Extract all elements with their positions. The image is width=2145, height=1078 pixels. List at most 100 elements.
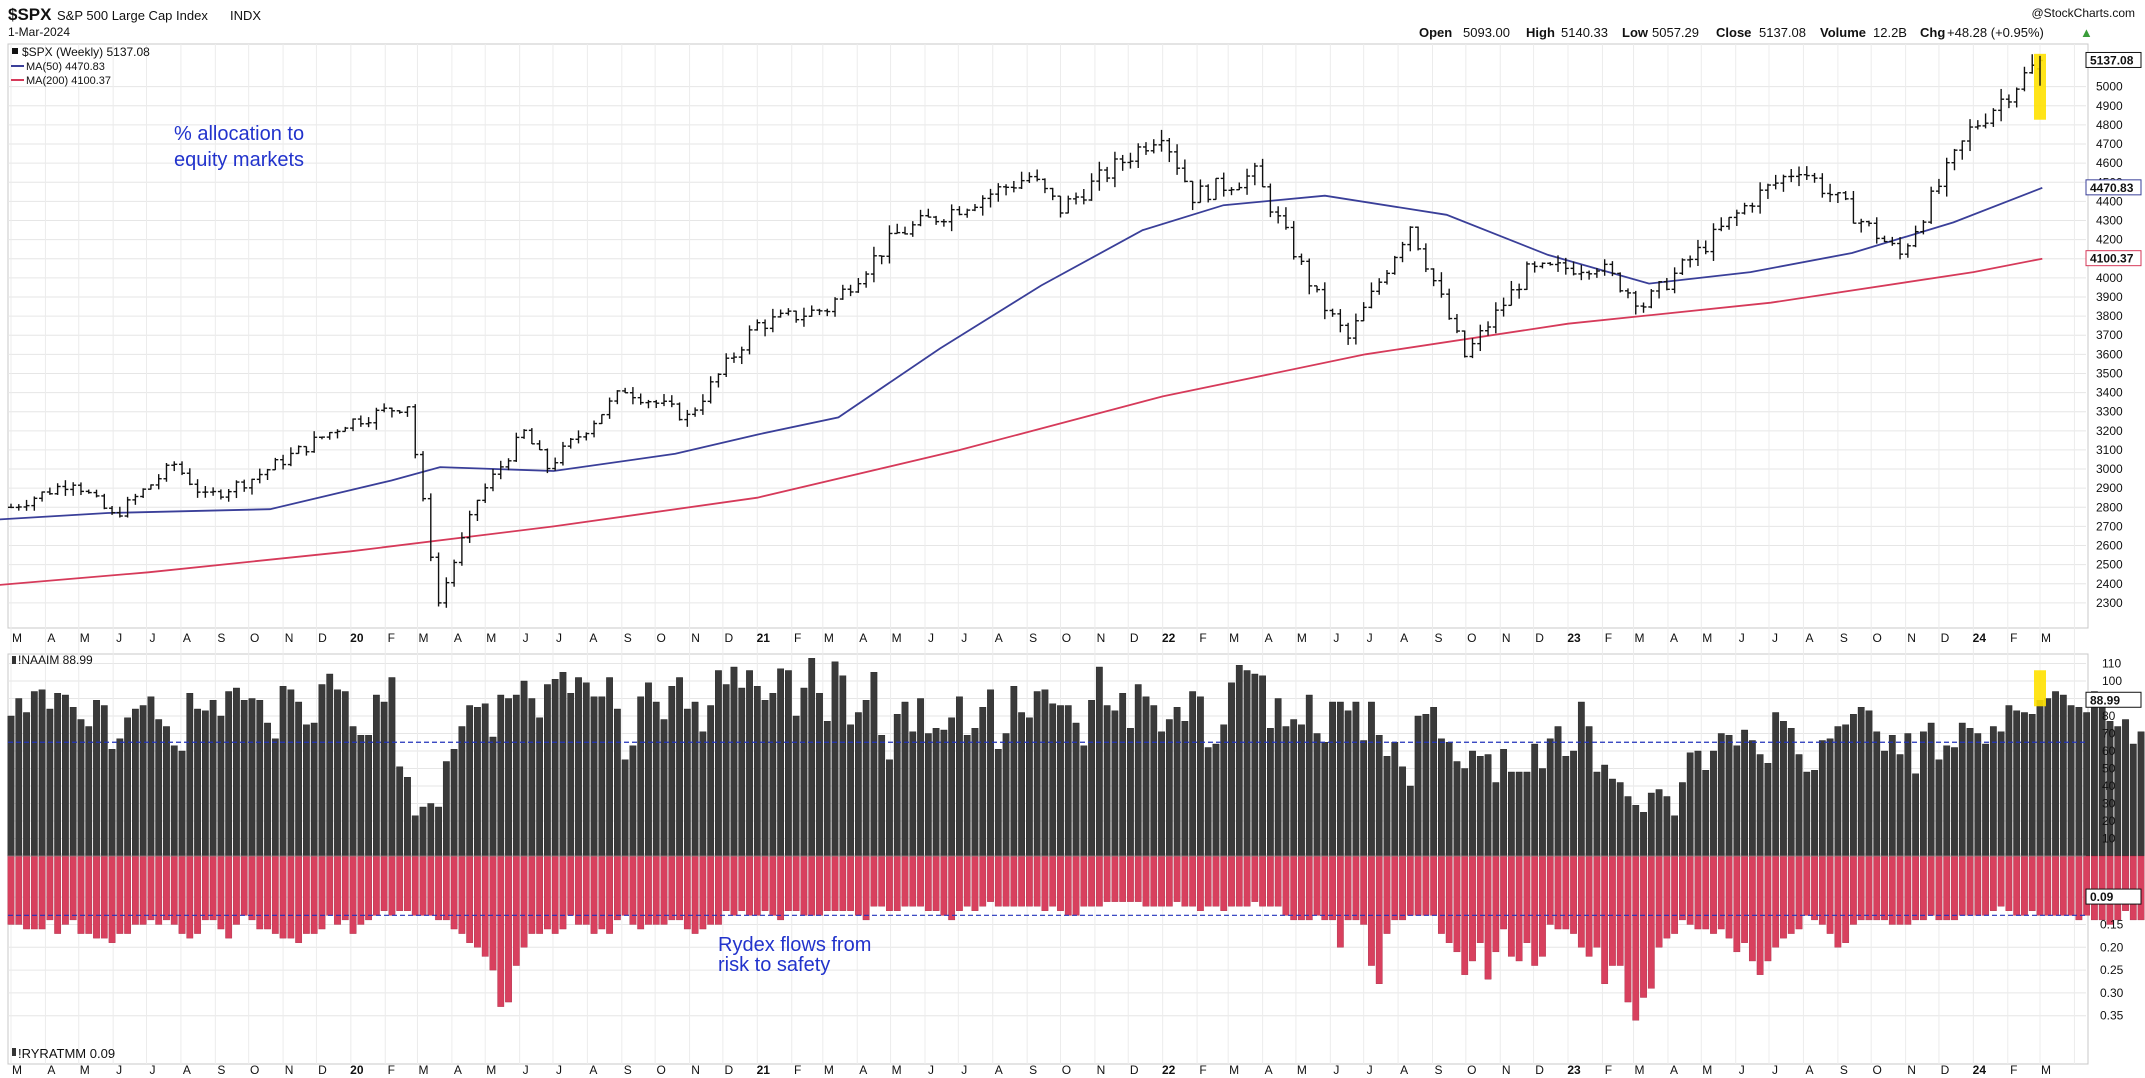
price-tick-label: 3200 <box>2096 424 2123 438</box>
rydex-bar <box>551 855 559 934</box>
price-bar <box>1415 226 1422 251</box>
rydex-bar <box>1197 855 1204 911</box>
naaim-bar <box>108 749 116 857</box>
rydex-bar <box>2013 855 2021 916</box>
rydex-bar <box>1663 855 1671 939</box>
rydex-bar <box>23 855 30 930</box>
naaim-bar <box>1741 729 1748 857</box>
rydex-bar <box>1445 855 1453 943</box>
price-bar <box>334 429 341 439</box>
naaim-bar <box>1064 705 1072 857</box>
naaim-bar <box>1904 733 1912 857</box>
rydex-bar <box>1391 855 1399 921</box>
rydex-bar <box>932 855 940 911</box>
rydex-bar <box>621 855 629 916</box>
ma200-legend-label: MA(200) 4100.37 <box>26 75 111 87</box>
price-bar <box>46 487 53 495</box>
naaim-bar <box>256 700 264 857</box>
x-tick-label-top: S <box>1029 631 1037 645</box>
x-tick-label-top: A <box>454 631 462 645</box>
rydex-bar <box>1943 855 1951 921</box>
chg-up-arrow-icon: ▲ <box>2080 25 2093 40</box>
rydex-bar <box>1352 855 1360 921</box>
naaim-bar <box>1018 712 1025 857</box>
rydex-bar <box>217 855 225 930</box>
naaim-bar <box>1857 707 1865 857</box>
price-bar <box>101 493 108 510</box>
naaim-bar <box>1103 705 1111 857</box>
price-bar <box>1951 148 1958 171</box>
rydex-bar <box>1818 855 1826 925</box>
naaim-bar <box>932 728 940 857</box>
price-bar <box>1640 302 1647 313</box>
naaim-bar <box>1717 733 1725 857</box>
x-tick-label-top: M <box>80 631 90 645</box>
rydex-bar <box>1694 855 1702 930</box>
x-tick-label-bottom: O <box>1873 1063 1882 1077</box>
rydex-bar <box>442 855 450 921</box>
rydex-bar <box>404 855 411 911</box>
naaim-bar <box>1026 717 1033 857</box>
rydex-bar <box>240 855 248 916</box>
naaim-bar <box>1997 731 2005 857</box>
x-tick-label-bottom: M <box>1297 1063 1307 1077</box>
rydex-bar <box>1103 855 1111 902</box>
rydex-bar <box>769 855 777 916</box>
naaim-bar <box>2028 714 2036 857</box>
price-bar <box>1010 180 1017 193</box>
rydex-tick-label: 0.20 <box>2100 940 2124 954</box>
price-bar <box>1119 154 1126 171</box>
rydex-bar <box>536 855 544 934</box>
price-tick-label: 4900 <box>2096 99 2123 113</box>
naaim-bar <box>1399 766 1406 857</box>
x-tick-label-bottom: J <box>1772 1063 1778 1077</box>
x-tick-label-top: F <box>2010 631 2017 645</box>
price-bar <box>521 429 528 439</box>
naaim-bar <box>1539 768 1546 857</box>
rydex-bar <box>2044 855 2052 916</box>
naaim-bar <box>132 708 139 857</box>
price-bar <box>1212 177 1219 201</box>
naaim-bar <box>489 736 497 857</box>
chg-label: Chg <box>1920 25 1945 40</box>
price-bar <box>692 407 699 417</box>
price-bar <box>311 431 318 453</box>
price-bar <box>1236 182 1243 191</box>
rydex-tick-label: 0.35 <box>2100 1009 2124 1023</box>
x-tick-label-bottom: D <box>1941 1063 1950 1077</box>
rydex-bar <box>279 855 287 939</box>
naaim-bar <box>1476 756 1484 857</box>
rydex-bar <box>497 855 505 1007</box>
rydex-bar <box>1717 855 1725 930</box>
rydex-bar <box>1679 855 1686 921</box>
rydex-bar <box>1857 855 1865 921</box>
rydex-bar <box>178 855 186 934</box>
price-bar <box>1407 226 1414 252</box>
price-bar <box>1648 289 1655 309</box>
price-bar <box>264 468 271 480</box>
price-bar <box>575 430 582 444</box>
rydex-bar <box>1453 855 1461 953</box>
naaim-bar <box>155 719 163 857</box>
price-bar <box>886 225 893 264</box>
rydex-bar <box>1787 855 1795 934</box>
price-bar <box>272 457 279 471</box>
rydex-bar <box>1748 855 1756 962</box>
rydex-bar <box>1438 855 1445 934</box>
naaim-bar <box>93 700 100 857</box>
naaim-bar <box>147 696 155 857</box>
rydex-bar <box>1881 855 1888 921</box>
naaim-bar <box>1818 740 1826 857</box>
price-bar <box>1609 261 1616 277</box>
price-bar <box>124 496 131 518</box>
naaim-bar <box>1282 726 1290 857</box>
naaim-bar <box>1329 701 1336 857</box>
naaim-bar <box>1150 705 1158 857</box>
rydex-bar <box>886 855 893 911</box>
rydex-tick-label: 0.15 <box>2100 917 2124 931</box>
price-bar <box>1780 174 1787 192</box>
x-tick-label-bottom: M <box>1229 1063 1239 1077</box>
naaim-bar <box>341 691 349 857</box>
price-bar <box>1065 195 1072 214</box>
x-tick-label-top: M <box>418 631 428 645</box>
